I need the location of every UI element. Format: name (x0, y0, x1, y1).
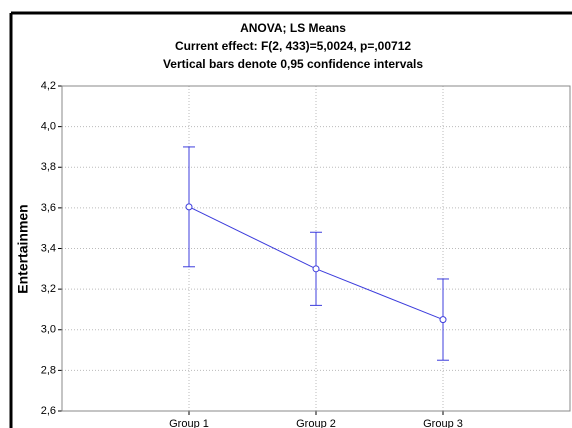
plot-frame (61, 85, 571, 412)
marker (439, 316, 447, 324)
y-axis-label: Entertainmen (15, 204, 31, 293)
y-tick-label: 3,2 (41, 283, 56, 295)
x-tick-label: Group 1 (169, 418, 209, 428)
y-tick-label: 3,6 (41, 202, 56, 214)
x-tick-label: Group 2 (296, 418, 336, 428)
y-tick-label: 3,4 (41, 242, 56, 254)
y-tick-label: 2,6 (41, 405, 56, 417)
y-tick-label: 4,0 (41, 121, 56, 133)
y-tick-label: 3,0 (41, 324, 56, 336)
y-tick-label: 3,8 (41, 161, 56, 173)
chart-note: Vertical bars denote 0,95 confidence int… (163, 57, 423, 71)
chart-subtitle: Current effect: F(2, 433)=5,0024, p=,007… (175, 39, 411, 53)
x-tick-label: Group 3 (423, 418, 463, 428)
marker (185, 203, 193, 211)
marker (312, 265, 320, 273)
chart-title: ANOVA; LS Means (240, 21, 346, 35)
y-tick-label: 2,8 (41, 364, 56, 376)
y-tick-label: 4,2 (41, 80, 56, 92)
